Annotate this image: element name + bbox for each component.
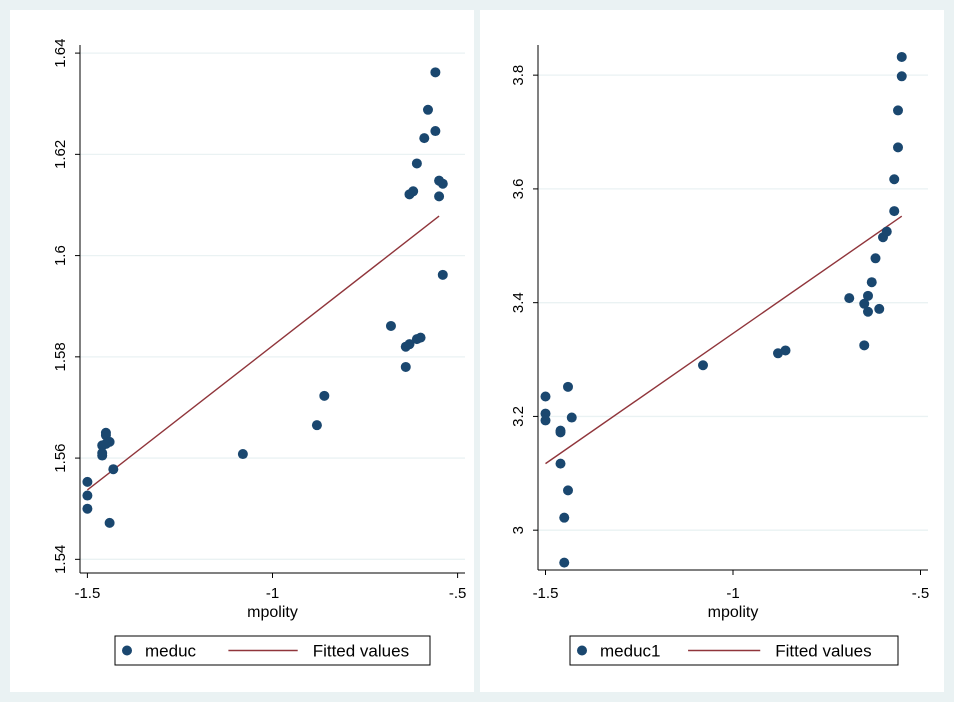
data-point xyxy=(555,458,566,469)
y-tick-label: 1.64 xyxy=(52,38,69,67)
data-point xyxy=(893,142,903,153)
data-point xyxy=(319,390,330,401)
data-point xyxy=(430,126,441,137)
data-point xyxy=(540,391,551,402)
data-point xyxy=(540,415,551,426)
y-tick-label: 3.6 xyxy=(510,178,527,199)
x-tick-label: -1.5 xyxy=(74,585,100,602)
legend-marker-scatter xyxy=(577,645,587,656)
data-point xyxy=(559,512,570,523)
data-point xyxy=(563,485,573,496)
y-tick-label: 1.62 xyxy=(52,140,69,169)
data-point xyxy=(415,332,426,343)
chart-panel-meduc1: 3 3.2 3.4 3.6 3.8 -1.5 -1 -.5 mpolity meduc1 Fitte… xyxy=(510,45,930,666)
fitted-values-line xyxy=(545,215,903,465)
data-point xyxy=(844,293,855,304)
data-point xyxy=(437,178,448,189)
data-point xyxy=(889,174,900,185)
fitted-values-line xyxy=(86,215,440,491)
y-tick-label: 3.2 xyxy=(510,406,527,427)
data-point xyxy=(422,104,433,115)
data-point xyxy=(404,339,415,350)
data-point xyxy=(434,191,445,202)
data-point xyxy=(780,345,791,356)
data-point xyxy=(555,427,566,438)
x-tick-label: -.5 xyxy=(449,585,467,602)
data-point xyxy=(773,348,783,359)
data-point xyxy=(385,320,396,331)
x-axis-title: mpolity xyxy=(247,604,298,621)
data-point xyxy=(437,269,448,280)
y-tick-label: 3.4 xyxy=(510,292,527,313)
data-point xyxy=(863,306,873,317)
data-point xyxy=(400,361,411,372)
data-point xyxy=(859,298,870,309)
y-tick-label: 3.8 xyxy=(510,65,527,86)
y-tick-label: 1.58 xyxy=(52,342,69,371)
chart-panel-meduc: 1.54 1.56 1.58 1.6 1.62 1.64 -1.5 -1 -.5 mpolity m… xyxy=(52,38,467,666)
data-point xyxy=(698,360,708,371)
data-point xyxy=(237,449,248,460)
y-tick-label: 1.54 xyxy=(52,545,69,574)
legend-label-scatter: meduc1 xyxy=(600,642,660,661)
data-point xyxy=(563,381,573,392)
x-axis-title: mpolity xyxy=(708,604,759,621)
data-point xyxy=(889,206,900,217)
data-point xyxy=(893,105,903,116)
data-point xyxy=(82,503,93,514)
data-point xyxy=(408,186,419,197)
legend-label-fitted: Fitted values xyxy=(313,642,409,661)
data-point xyxy=(100,438,111,449)
y-tick-label: 1.6 xyxy=(52,245,69,266)
data-point xyxy=(559,557,570,568)
data-point xyxy=(411,158,422,169)
x-tick-label: -.5 xyxy=(912,585,930,602)
data-point xyxy=(82,490,93,501)
data-point xyxy=(863,290,873,301)
data-point xyxy=(896,71,907,82)
data-point xyxy=(430,67,441,78)
y-tick-label: 3 xyxy=(510,526,527,534)
data-point xyxy=(108,464,119,475)
data-point xyxy=(104,517,115,528)
data-point xyxy=(97,450,108,461)
data-point xyxy=(870,253,881,264)
y-tick-label: 1.56 xyxy=(52,443,69,472)
data-point xyxy=(896,51,907,62)
x-tick-label: -1 xyxy=(266,585,279,602)
data-point xyxy=(881,226,892,237)
data-point xyxy=(866,277,877,288)
data-point xyxy=(566,412,577,423)
data-point xyxy=(859,340,870,351)
data-point xyxy=(874,303,885,314)
data-point xyxy=(419,133,430,144)
x-tick-label: -1.5 xyxy=(533,585,559,602)
legend-label-fitted: Fitted values xyxy=(775,642,871,661)
x-tick-label: -1 xyxy=(726,585,739,602)
data-point xyxy=(82,476,93,487)
data-point xyxy=(311,420,322,431)
legend-marker-scatter xyxy=(122,645,132,656)
legend-label-scatter: meduc xyxy=(145,642,197,661)
